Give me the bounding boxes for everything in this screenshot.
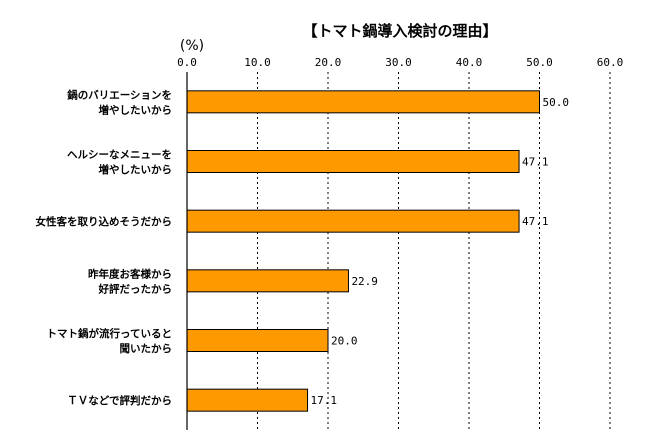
category-labels: 鍋のバリエーションを増やしたいからヘルシーなメニューを増やしたいから女性客を取り…: [36, 88, 173, 407]
x-tick-label: 20.0: [315, 56, 342, 69]
value-label: 50.0: [543, 96, 570, 109]
x-tick-label: 40.0: [456, 56, 483, 69]
x-tick-label: 0.0: [177, 56, 197, 69]
bar: [186, 269, 349, 293]
x-tick-label: 60.0: [597, 56, 624, 69]
value-labels: 50.0 47.1 47.1 22.9 20.0 17.1: [311, 96, 569, 407]
grid-lines: [257, 72, 611, 430]
x-tick-label: 30.0: [385, 56, 412, 69]
x-tick-label: 50.0: [526, 56, 553, 69]
value-label: 47.1: [522, 156, 549, 169]
bar: [186, 150, 520, 173]
bar: [186, 329, 329, 352]
chart-title: 【トマト鍋導入検討の理由】: [302, 22, 497, 40]
category-label: ＴＶなどで評判だから: [67, 394, 172, 407]
unit-label: (%): [180, 38, 204, 54]
category-label: 女性客を取り込めそうだから: [36, 215, 173, 228]
value-label: 47.1: [522, 215, 549, 228]
category-label: 鍋のバリエーションを増やしたいから: [67, 88, 172, 116]
category-label: トマト鍋が流行っていると聞いたから: [47, 327, 172, 355]
bar: [186, 388, 309, 412]
bars: [186, 90, 540, 412]
x-axis-ticks: 0.0 10.0 20.0 30.0 40.0 50.0 60.0: [177, 56, 623, 69]
category-label: 昨年度お客様から好評だったから: [88, 267, 172, 295]
value-label: 20.0: [331, 335, 358, 348]
bar: [186, 209, 520, 233]
value-label: 22.9: [351, 275, 378, 288]
category-label: ヘルシーなメニューを増やしたいから: [67, 149, 172, 176]
bar: [186, 90, 540, 114]
value-label: 17.1: [311, 394, 338, 407]
x-tick-label: 10.0: [244, 56, 271, 69]
